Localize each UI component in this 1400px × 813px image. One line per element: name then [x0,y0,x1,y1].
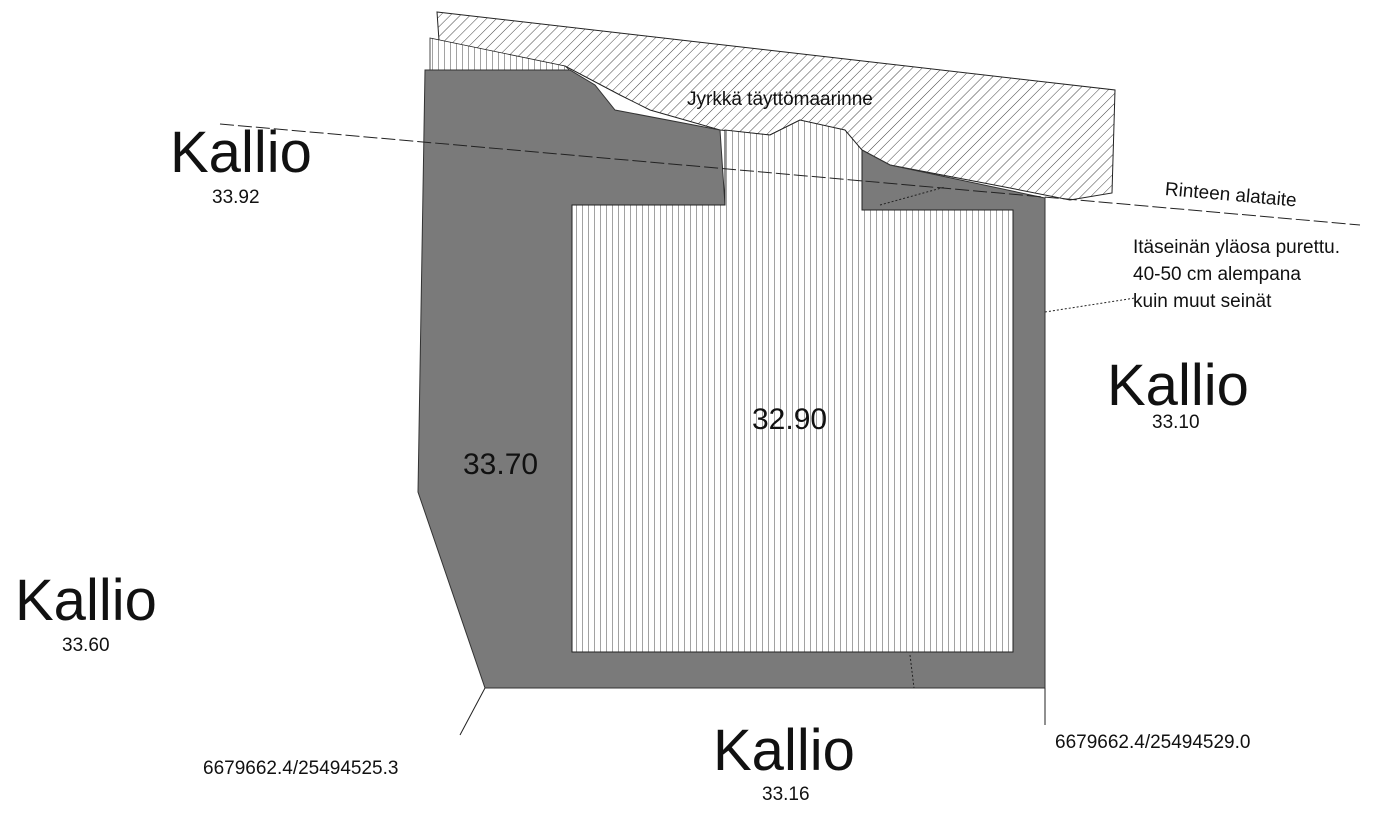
wall-seam [909,654,915,689]
kallio-sw-elevation: 33.60 [62,635,110,656]
slope-label: Jyrkkä täyttömaarinne [687,89,873,110]
slope-leader [879,186,946,206]
floor-area [571,119,1014,653]
kallio-s-elevation: 33.16 [762,784,810,805]
kallio-s-label: Kallio [713,718,855,783]
kallio-nw-elevation: 33.92 [212,187,260,208]
note-leader [1044,297,1136,313]
kallio-e-label: Kallio [1107,353,1249,418]
note-line-2: 40-50 cm alempana [1133,264,1301,285]
coord-se-label: 6679662.4/25494529.0 [1055,732,1251,753]
note-line-1: Itäseinän yläosa purettu. [1133,237,1341,258]
note-line-3: kuin muut seinät [1133,291,1272,312]
wall-elevation: 33.70 [463,448,539,481]
kallio-sw-label: Kallio [15,568,157,633]
kallio-nw-label: Kallio [170,120,312,185]
coord-sw-label: 6679662.4/25494525.3 [203,758,399,779]
floor-elevation: 32.90 [752,403,828,436]
coord-sw-leader [459,687,486,736]
kallio-e-elevation: 33.10 [1152,412,1200,433]
slope-toe-line [219,123,1361,226]
